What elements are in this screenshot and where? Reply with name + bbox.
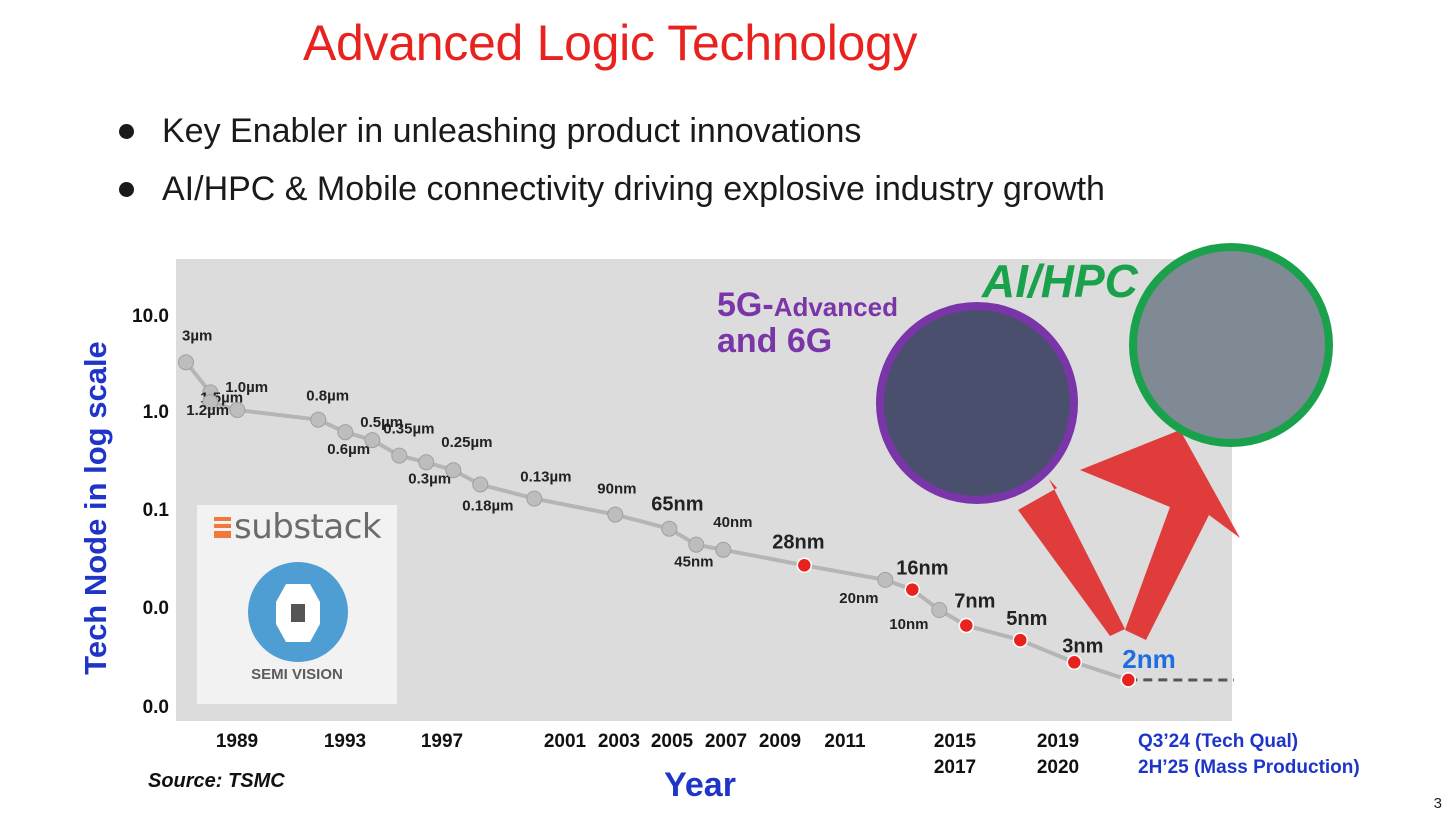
bullet-dot-icon [119,123,134,139]
data-point [904,581,921,598]
x-tick-label: 2003 [598,731,640,752]
bullet-item: AI/HPC & Mobile connectivity driving exp… [115,160,1105,218]
data-label: 3nm [1062,635,1103,657]
bullet-text: Key Enabler in unleashing product innova… [162,112,862,150]
x-tick-label: 1997 [421,731,463,752]
data-label: 1.2µm [186,402,229,419]
y-tick-label: 0.0 [143,598,169,619]
semi-vision-name: SEMI VISION [251,666,343,683]
substack-logo-icon [214,517,231,538]
5g-callout: 5G-Advanced and 6G [717,288,898,358]
y-tick-label: 0.1 [143,500,170,521]
data-label: 3µm [182,327,212,344]
data-label: 10nm [889,616,928,633]
bullet-list: Key Enabler in unleashing product innova… [115,102,1105,218]
x-tick-label: 2001 [544,731,587,752]
x-tick-label: 2007 [705,731,747,752]
data-point [715,541,732,558]
y-tick-label: 0.0 [143,697,169,718]
data-label: 5nm [1006,608,1047,630]
data-point [229,402,246,418]
x-tick-label: 2011 [824,731,866,752]
5g-callout-title: 5G- [717,286,774,324]
chart-decoration [876,243,1333,640]
data-label: 90nm [597,481,636,498]
x-tick-label: Q3’24 (Tech Qual) [1138,731,1298,752]
substack-brand: substack [214,507,382,547]
data-label: 0.18µm [462,497,513,514]
data-label: 0.8µm [306,388,349,405]
slide-title: Advanced Logic Technology [303,15,918,71]
data-point [661,520,678,537]
data-label: 0.6µm [327,441,370,458]
ai-hpc-image-circle [1129,243,1333,447]
substack-badge: substack SEMI VISION [197,505,397,704]
data-point [526,490,543,507]
data-point [877,571,894,588]
data-label: 0.35µm [383,421,434,438]
data-point [337,424,354,441]
data-point [310,411,327,428]
data-point [1012,632,1029,648]
5g-image-circle [876,302,1078,504]
y-tick-label: 10.0 [132,306,169,327]
data-point [931,602,948,618]
x-tick-label: 2015 [934,731,977,752]
x-tick-label: 2017 [934,757,976,778]
data-label: 0.25µm [441,434,492,451]
data-point [796,557,813,574]
bullet-item: Key Enabler in unleashing product innova… [115,102,1105,160]
substack-wordmark: substack [234,507,382,547]
data-label: 7nm [954,590,995,612]
source-note: Source: TSMC [148,770,285,792]
data-label: 40nm [713,514,752,531]
data-point [688,536,705,553]
data-label: 2nm [1122,644,1175,674]
x-tick-label: 2H’25 (Mass Production) [1138,757,1360,778]
data-label: 1.0µm [225,379,268,396]
data-label: 65nm [651,494,703,516]
data-point [607,506,624,523]
data-label: 45nm [674,554,713,571]
x-tick-label: 2020 [1037,757,1079,778]
data-label: 28nm [772,531,824,553]
data-point [1066,654,1083,671]
page-number: 3 [1433,795,1442,812]
data-point [391,447,408,464]
5g-callout-subtitle: and 6G [717,322,833,360]
data-label: 0.5µm [360,414,403,431]
up-arrow-icon [1018,479,1125,636]
data-point [1120,672,1137,688]
x-tick-label: 2019 [1037,731,1079,752]
data-label: 20nm [839,590,878,607]
data-point [418,454,435,471]
data-point [445,462,462,479]
bullet-dot-icon [119,181,134,197]
data-point [178,354,194,371]
bullet-text: AI/HPC & Mobile connectivity driving exp… [162,170,1105,208]
x-tick-label: 2009 [759,731,801,752]
x-tick-label: 1993 [324,731,366,752]
y-tick-label: 1.0 [143,402,169,423]
data-point [472,476,489,493]
data-label: 16nm [896,558,948,580]
x-tick-label: 1989 [216,731,258,752]
x-tick-label: 2005 [651,731,694,752]
ai-hpc-callout: AI/HPC [982,255,1138,307]
data-point [364,432,381,449]
data-label: 0.13µm [520,469,571,486]
up-arrow-icon [1080,430,1240,640]
data-point [958,617,975,634]
y-axis-title: Tech Node in log scale [78,341,113,675]
x-axis-title: Year [664,766,736,804]
data-point [202,394,219,411]
semi-vision-logo-icon [248,562,348,662]
data-label: 0.3µm [408,470,451,487]
5g-callout-small: Advanced [773,292,898,322]
